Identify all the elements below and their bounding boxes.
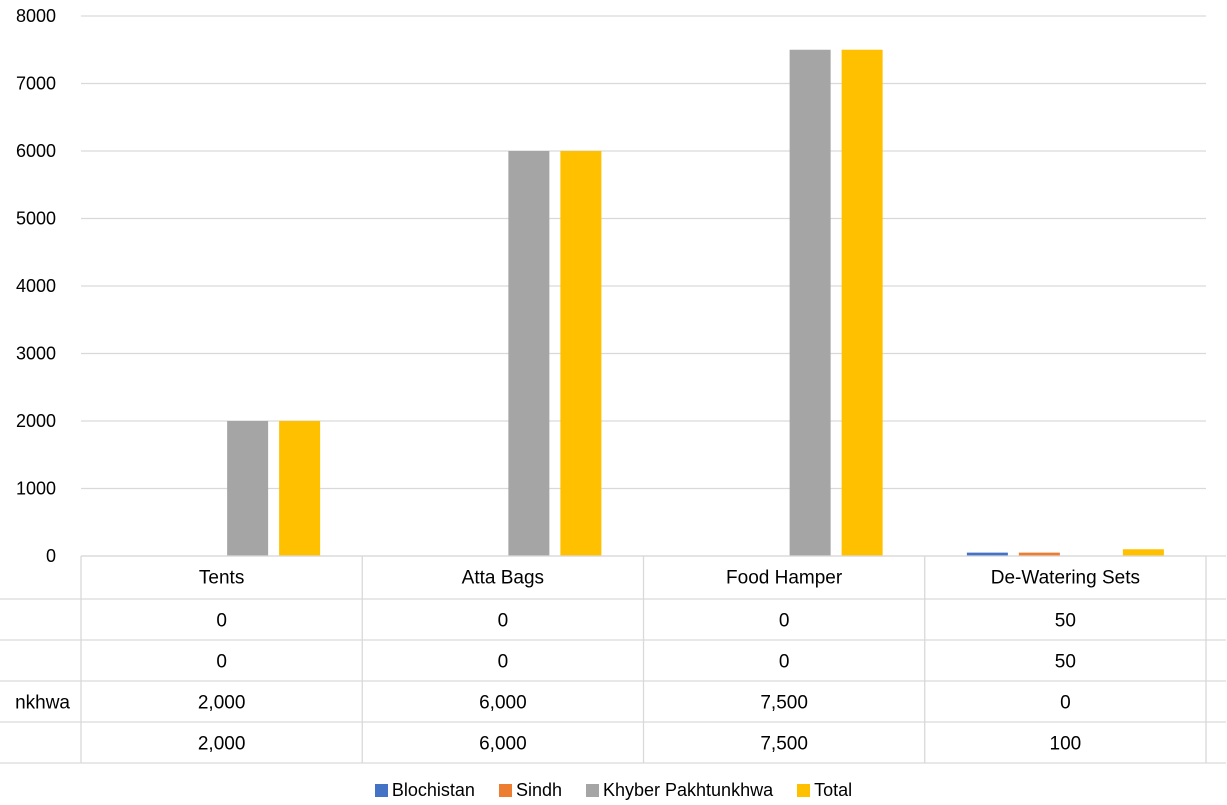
data-label: 50 [1055,652,1076,673]
data-label: 0 [1060,693,1071,714]
bar-total [560,151,602,556]
table-row-label: nkhwa [15,693,70,714]
data-label: 0 [779,652,790,673]
data-label: 0 [216,652,227,673]
y-tick-label: 7000 [16,74,56,94]
bar-khyber-pakhtunkhwa [508,151,550,556]
category-label: Tents [199,568,244,589]
y-tick-label: 2000 [16,411,56,431]
category-label: Food Hamper [726,568,843,589]
bar-total [279,421,321,556]
bar-blochistan [966,552,1008,556]
legend-swatch [498,784,512,797]
data-label: 7,500 [760,693,808,714]
bar-sindh [1018,552,1060,556]
bar-total [1122,549,1164,556]
data-label: 2,000 [198,734,246,755]
legend-swatch [585,784,599,797]
legend-label: Khyber Pakhtunkhwa [602,780,774,800]
legend-swatch [797,784,811,797]
data-label: 0 [498,611,509,632]
data-label: 0 [498,652,509,673]
y-tick-label: 5000 [16,209,56,229]
legend-item: Total [797,778,852,802]
bar-total [841,49,883,556]
data-label: 6,000 [479,693,527,714]
legend-label: Sindh [515,780,562,800]
data-label: 0 [779,611,790,632]
y-tick-label: 1000 [16,479,56,499]
data-label: 100 [1050,734,1082,755]
legend-item: Khyber Pakhtunkhwa [585,778,774,802]
data-label: 7,500 [760,734,808,755]
legend-swatch [374,784,388,797]
y-tick-label: 0 [46,546,56,566]
category-label: De-Watering Sets [991,568,1140,589]
data-label: 2,000 [198,693,246,714]
data-label: 0 [216,611,227,632]
y-tick-label: 4000 [16,276,56,296]
data-label: 50 [1055,611,1076,632]
y-tick-label: 6000 [16,141,56,161]
bar-khyber-pakhtunkhwa [227,421,269,556]
legend-item: Sindh [498,778,562,802]
legend-label: Blochistan [391,780,475,800]
legend-label: Total [814,780,853,800]
y-tick-label: 3000 [16,344,56,364]
category-label: Atta Bags [462,568,544,589]
chart-legend: Blochistan Sindh Khyber Pakhtunkhwa Total [0,778,1227,802]
legend-item: Blochistan [374,778,475,802]
y-tick-label: 8000 [16,6,56,26]
data-label: 6,000 [479,734,527,755]
bar-khyber-pakhtunkhwa [789,49,831,556]
